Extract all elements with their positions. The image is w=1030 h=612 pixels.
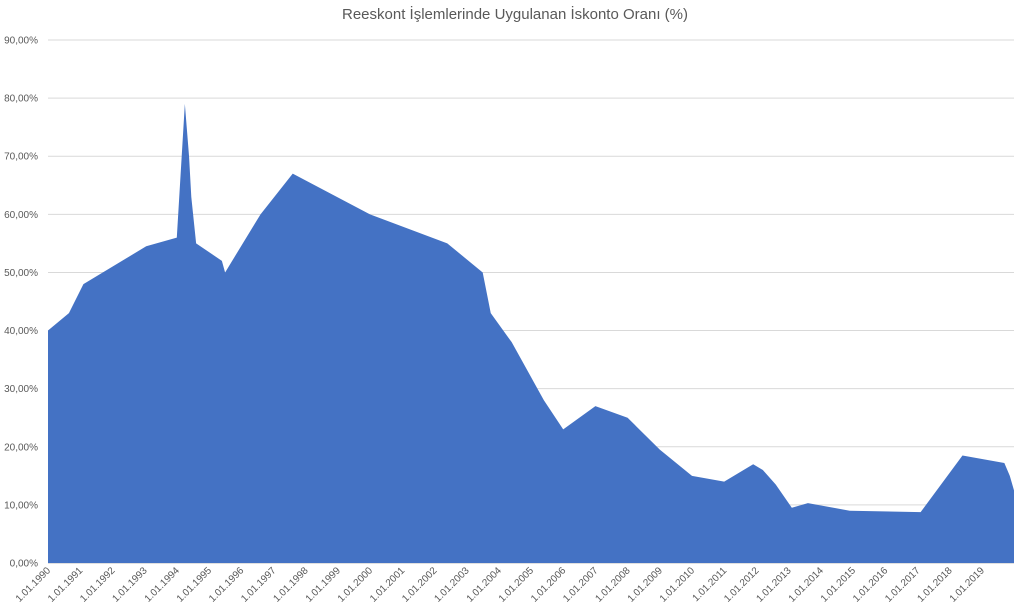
y-axis-ticks: 0,00% 10,00% 20,00% 30,00% 40,00% 50,00% 60,00… — [4, 36, 38, 570]
y-tick-label: 20,00% — [4, 442, 38, 453]
x-axis-ticks: 1.01.19901.01.19911.01.19921.01.19931.01… — [14, 565, 987, 605]
y-tick-label: 10,00% — [4, 500, 38, 511]
area-series — [48, 103, 1014, 564]
y-tick-label: 90,00% — [4, 36, 38, 47]
y-tick-label: 30,00% — [4, 384, 38, 395]
y-tick-label: 80,00% — [4, 94, 38, 105]
x-tick-label: 1.01.2019 — [948, 565, 988, 605]
x-tick-label: 1.01.2010 — [658, 565, 698, 605]
y-tick-label: 0,00% — [10, 559, 38, 570]
y-tick-label: 70,00% — [4, 152, 38, 163]
y-tick-label: 50,00% — [4, 268, 38, 279]
y-tick-label: 40,00% — [4, 326, 38, 337]
area-fill — [48, 103, 1014, 564]
chart-title: Reeskont İşlemlerinde Uygulanan İskonto … — [342, 6, 688, 23]
y-tick-label: 60,00% — [4, 210, 38, 221]
